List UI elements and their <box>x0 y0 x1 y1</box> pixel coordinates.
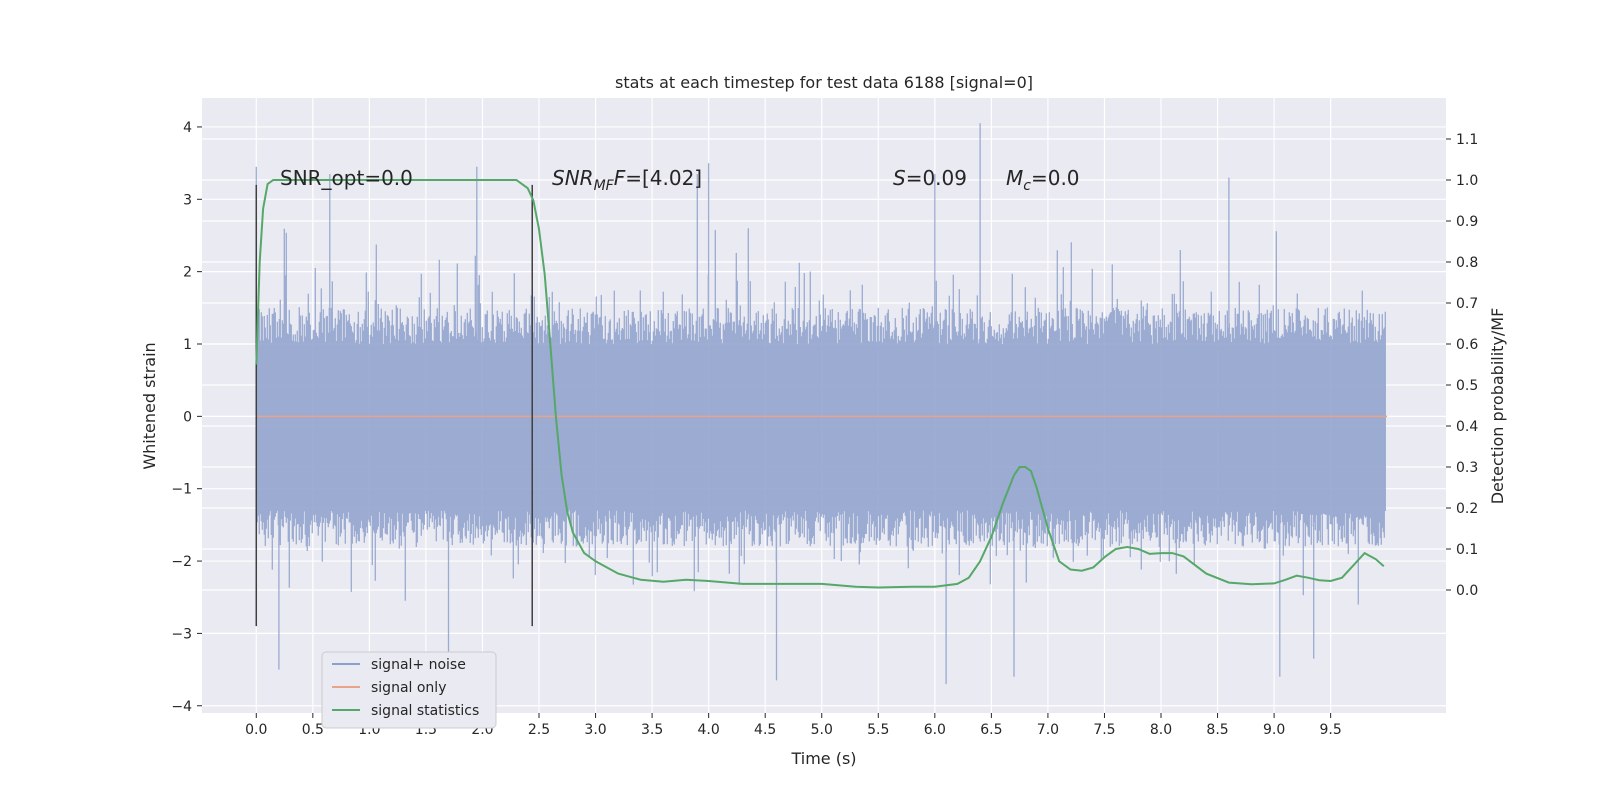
x-tick-label: 4.5 <box>754 722 776 738</box>
y-tick-label: −3 <box>171 626 192 642</box>
x-tick-label: 3.0 <box>584 722 606 738</box>
mc-value: =0.0 <box>1031 166 1080 190</box>
mc-label: M <box>1006 166 1023 190</box>
y2-tick-label: 0.2 <box>1456 501 1478 517</box>
y2-tick-label: 0.4 <box>1456 419 1478 435</box>
y2-tick-label: 0.6 <box>1456 337 1478 353</box>
chart-title: stats at each timestep for test data 618… <box>615 73 1033 92</box>
x-tick-label: 7.5 <box>1093 722 1115 738</box>
y2-tick-label: 0.9 <box>1456 214 1478 230</box>
y2-tick-label: 0.3 <box>1456 460 1478 476</box>
y2-tick-label: 1.1 <box>1456 132 1478 148</box>
y2-axis-label: Detection probability/MF <box>1488 308 1507 505</box>
y-tick-label: 3 <box>183 192 192 208</box>
x-tick-label: 9.0 <box>1263 722 1285 738</box>
s-annotation: S=0.09 <box>893 166 967 190</box>
x-tick-label: 0.0 <box>245 722 267 738</box>
y-tick-label: −4 <box>171 699 192 715</box>
y2-tick-label: 0.5 <box>1456 378 1478 394</box>
y-tick-label: −1 <box>171 482 192 498</box>
snr-mf-value: =[4.02] <box>625 166 702 190</box>
x-tick-label: 7.0 <box>1037 722 1059 738</box>
snr-mf-subscript: MF <box>594 178 615 194</box>
snr-mf-prefix: SNR <box>552 166 594 190</box>
y2-tick-label: 0.0 <box>1456 583 1478 599</box>
legend-box <box>321 651 497 729</box>
x-tick-label: 5.5 <box>867 722 889 738</box>
y-axis-ticks: 4 3 2 1 0 −1 −2 −3 −4 <box>171 120 202 715</box>
legend-label-signal: signal only <box>371 680 446 696</box>
snr-mf-f: F <box>614 166 626 190</box>
legend-label-stats: signal statistics <box>371 703 479 719</box>
y2-tick-label: 1.0 <box>1456 173 1478 189</box>
mc-subscript: c <box>1023 178 1031 194</box>
y-tick-label: −2 <box>171 554 192 570</box>
x-tick-label: 9.5 <box>1320 722 1342 738</box>
snr-mf-annotation: SNRMFF=[4.02] <box>552 166 702 194</box>
vertical-markers <box>255 184 533 627</box>
signal-statistics-series <box>255 179 1385 589</box>
y2-tick-label: 0.8 <box>1456 255 1478 271</box>
y2-tick-label: 0.1 <box>1456 542 1478 558</box>
x-tick-label: 6.0 <box>924 722 946 738</box>
y-tick-label: 1 <box>183 337 192 353</box>
y2-tick-label: 0.7 <box>1456 296 1478 312</box>
s-label: S <box>893 166 906 190</box>
x-axis-ticks: 0.0 0.5 1.0 1.5 2.0 2.5 3.0 3.5 4.0 4.5 5.0 5.5 6.0 6… <box>245 713 1342 738</box>
y2-axis-ticks: 1.1 1.0 0.9 0.8 0.7 0.6 0.5 0.4 0.3 0.2 0.1 0.0 <box>1446 132 1478 599</box>
legend: signal+ noise signal only signal statist… <box>321 651 497 729</box>
x-tick-label: 0.5 <box>302 722 324 738</box>
legend-label-noise: signal+ noise <box>371 657 466 673</box>
y-tick-label: 4 <box>183 120 192 136</box>
y-axis-label: Whitened strain <box>140 342 159 469</box>
x-tick-label: 6.5 <box>980 722 1002 738</box>
y-tick-label: 0 <box>183 409 192 425</box>
x-tick-label: 3.5 <box>641 722 663 738</box>
x-tick-label: 5.0 <box>811 722 833 738</box>
x-tick-label: 2.5 <box>528 722 550 738</box>
s-value: =0.09 <box>906 166 967 190</box>
x-tick-label: 8.0 <box>1150 722 1172 738</box>
snr-opt-annotation: SNR_opt=0.0 <box>280 166 413 190</box>
x-axis-label: Time (s) <box>790 749 856 768</box>
x-tick-label: 8.5 <box>1206 722 1228 738</box>
x-tick-label: 4.0 <box>698 722 720 738</box>
y-tick-label: 2 <box>183 265 192 281</box>
mc-annotation: Mc=0.0 <box>1006 166 1080 194</box>
